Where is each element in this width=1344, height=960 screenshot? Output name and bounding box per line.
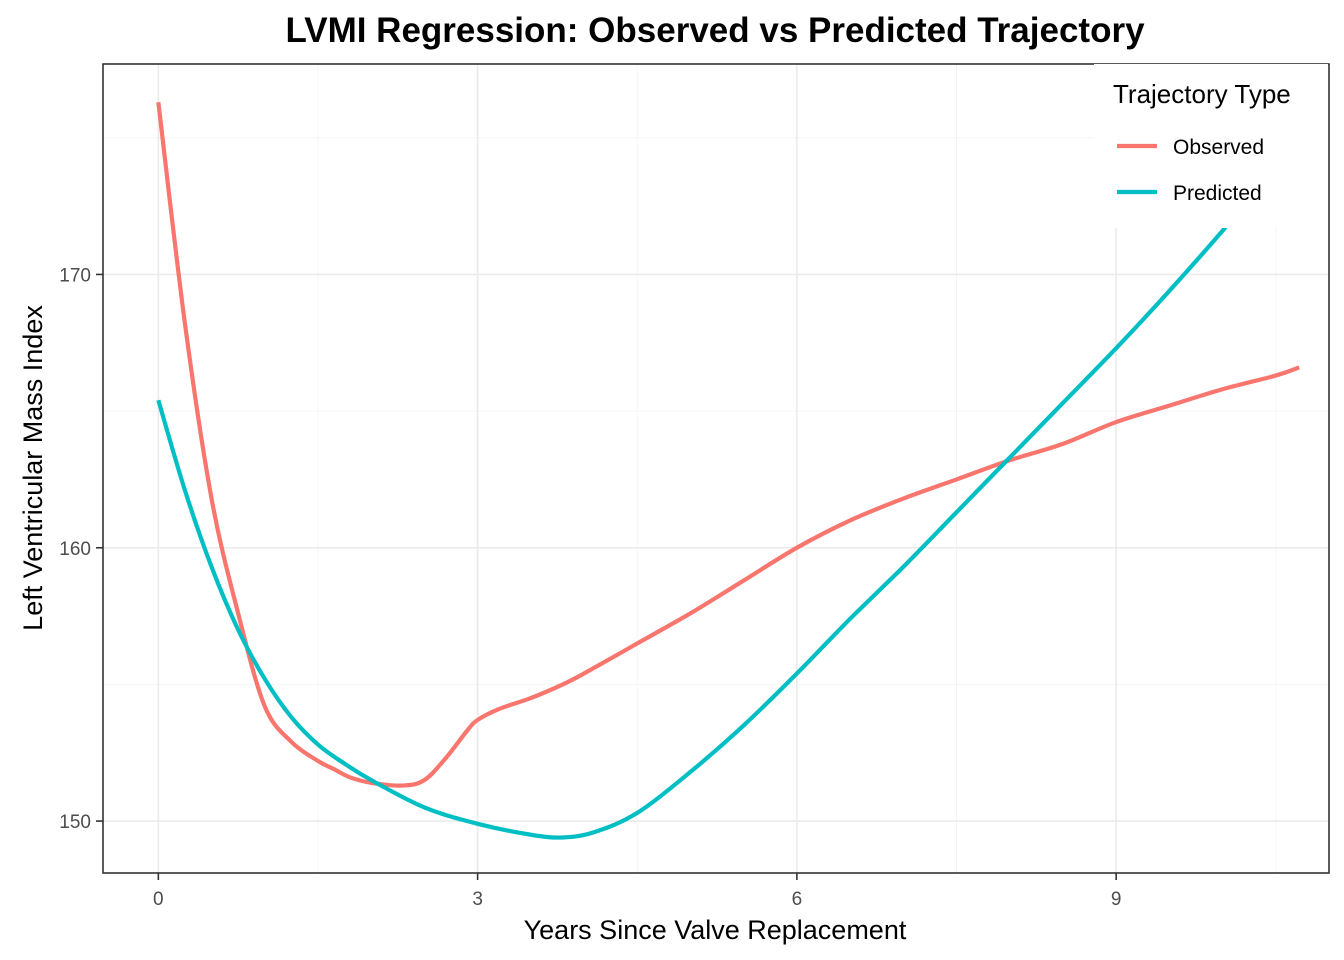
y-tick-label: 150 — [59, 812, 91, 833]
x-tick-label: 6 — [792, 889, 803, 910]
x-axis-title: Years Since Valve Replacement — [524, 915, 907, 945]
y-axis-title: Left Ventricular Mass Index — [18, 305, 48, 631]
chart-title: LVMI Regression: Observed vs Predicted T… — [285, 11, 1145, 50]
legend-label-observed: Observed — [1173, 136, 1264, 159]
series-line-predicted — [156, 213, 1238, 840]
y-tick-label: 160 — [59, 539, 91, 560]
series-line-observed — [156, 102, 1300, 788]
x-tick-label: 9 — [1111, 889, 1122, 910]
legend-label-predicted: Predicted — [1173, 182, 1262, 205]
plot-panel-border — [102, 63, 1330, 874]
series-layer — [156, 102, 1300, 840]
legend: Trajectory Type Observed Predicted — [1094, 64, 1328, 228]
legend-title: Trajectory Type — [1113, 79, 1291, 109]
y-tick-label: 170 — [59, 265, 91, 286]
x-axis-ticks: 0 3 6 9 — [153, 873, 1121, 910]
x-tick-label: 3 — [472, 889, 483, 910]
legend-items: Observed Predicted — [1117, 136, 1264, 205]
y-axis-ticks: 150 160 170 — [59, 265, 103, 833]
grid-major-y — [103, 273, 1329, 822]
x-tick-label: 0 — [153, 889, 164, 910]
